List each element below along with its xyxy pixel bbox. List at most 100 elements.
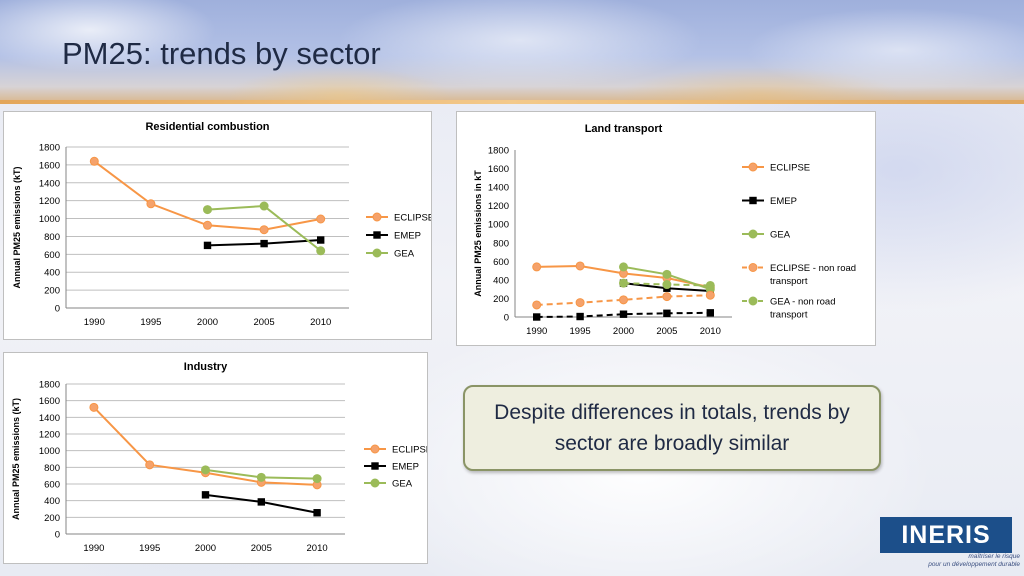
legend-swatch-marker — [371, 462, 379, 470]
y-tick-label: 1200 — [39, 196, 60, 207]
logo-tagline-line-1: maîtriser le risque — [968, 553, 1020, 560]
data-point — [203, 220, 212, 230]
data-point — [89, 402, 99, 412]
legend-label: GEA - non road transport — [770, 297, 835, 321]
data-point — [259, 225, 269, 235]
y-tick-label: 200 — [493, 294, 509, 305]
legend-swatch-marker — [372, 212, 382, 222]
x-tick-label: 1995 — [140, 317, 161, 328]
data-point — [201, 491, 210, 499]
legend-label-line: transport — [770, 310, 808, 321]
callout-text: Despite differences in totals, trends by… — [494, 401, 850, 455]
series-line — [536, 294, 711, 306]
y-tick-label: 1400 — [39, 178, 60, 189]
legend-label: EMEP — [394, 231, 421, 242]
x-tick-label: 2000 — [197, 317, 218, 328]
y-tick-label: 1200 — [39, 430, 60, 441]
page-title: PM25: trends by sector — [62, 36, 381, 71]
data-point — [316, 214, 326, 224]
legend-label: EMEP — [770, 196, 797, 207]
y-tick-label: 600 — [44, 250, 60, 261]
chart-title: Industry — [184, 361, 228, 373]
legend-label: ECLIPSE — [394, 213, 431, 224]
data-point — [260, 239, 268, 248]
data-point — [201, 465, 210, 475]
chart-panel-residential: Residential combustion Annual PM25 emissi… — [3, 111, 432, 340]
legend-entry: GEA — [742, 229, 791, 241]
legend-entry: ECLIPSE - non road transport — [742, 263, 856, 287]
y-tick-label: 800 — [44, 463, 60, 474]
legend-label: GEA — [394, 249, 415, 260]
series-3 — [532, 290, 715, 310]
y-tick-label: 400 — [44, 268, 60, 279]
data-point — [256, 472, 266, 482]
data-point — [257, 498, 266, 506]
x-tick-label: 2005 — [251, 543, 272, 554]
y-tick-label: 800 — [493, 238, 509, 249]
chart-title: Residential combustion — [145, 121, 269, 133]
series-line — [93, 160, 321, 231]
logo-tagline-line-2: pour un développement durable — [928, 561, 1020, 568]
x-tick-label: 1995 — [570, 326, 591, 337]
legend-label: GEA — [392, 479, 413, 490]
legend-swatch-marker — [372, 248, 382, 258]
legend-label: ECLIPSE — [392, 445, 427, 456]
y-tick-label: 1800 — [39, 143, 60, 154]
series-1 — [201, 491, 321, 517]
data-point — [662, 269, 672, 279]
legend-label-line: GEA — [770, 230, 791, 241]
y-tick-label: 200 — [44, 513, 60, 524]
x-tick-label: 2005 — [656, 326, 677, 337]
y-tick-label: 1600 — [39, 396, 60, 407]
series-5 — [619, 278, 715, 290]
legend-entry: GEA - non road transport — [742, 296, 835, 321]
legend-swatch-marker — [749, 196, 757, 205]
series-0 — [89, 402, 322, 490]
x-tick-label: 2010 — [310, 317, 331, 328]
y-tick-label: 800 — [44, 232, 60, 243]
y-tick-label: 1600 — [39, 160, 60, 171]
legend-label-line: EMEP — [392, 462, 419, 473]
legend-label: EMEP — [392, 462, 419, 473]
data-point — [89, 156, 99, 166]
legend-entry: EMEP — [742, 196, 797, 207]
ineris-logo: INERIS — [880, 517, 1012, 553]
data-point — [533, 313, 541, 321]
y-tick-label: 1000 — [488, 220, 509, 231]
data-point — [146, 199, 156, 209]
data-point — [576, 312, 584, 321]
y-tick-label: 1400 — [39, 413, 60, 424]
y-tick-label: 1000 — [39, 214, 60, 225]
legend-swatch-marker — [748, 162, 758, 172]
series-line — [536, 311, 711, 318]
data-point — [203, 241, 212, 250]
data-point — [662, 280, 672, 290]
chart-title: Land transport — [585, 123, 663, 135]
header-divider — [0, 100, 1024, 104]
data-point — [575, 298, 585, 308]
logo-tagline: maîtriser le risque pour un développemen… — [880, 553, 1020, 569]
callout-box: Despite differences in totals, trends by… — [463, 385, 881, 471]
chart-panel-industry: Industry Annual PM25 emissions (kT) 0 200 40… — [3, 352, 428, 564]
x-tick-label: 1995 — [139, 543, 160, 554]
y-tick-label: 200 — [44, 286, 60, 297]
legend-swatch-marker — [748, 263, 758, 272]
data-point — [532, 300, 542, 310]
data-point — [662, 292, 672, 302]
legend-label-line: GEA - non road — [770, 297, 835, 308]
x-tick-label: 2000 — [195, 543, 216, 554]
chart-residential: Residential combustion Annual PM25 emissi… — [12, 121, 431, 328]
data-point — [706, 309, 715, 317]
legend-entry: EMEP — [364, 462, 419, 473]
x-tick-label: 2010 — [307, 543, 328, 554]
data-point — [705, 290, 715, 300]
data-point — [145, 460, 155, 470]
y-axis-label: Annual PM25 emissions (kT) — [11, 398, 21, 520]
y-tick-label: 0 — [55, 304, 60, 315]
y-tick-label: 0 — [55, 530, 60, 541]
chart-panel-land-transport: Land transport Annual PM25 emissions in k… — [456, 111, 876, 346]
legend-label-line: ECLIPSE — [770, 163, 810, 174]
x-tick-label: 2010 — [700, 326, 721, 337]
legend-entry: ECLIPSE — [364, 444, 427, 456]
legend-swatch-marker — [373, 231, 381, 239]
